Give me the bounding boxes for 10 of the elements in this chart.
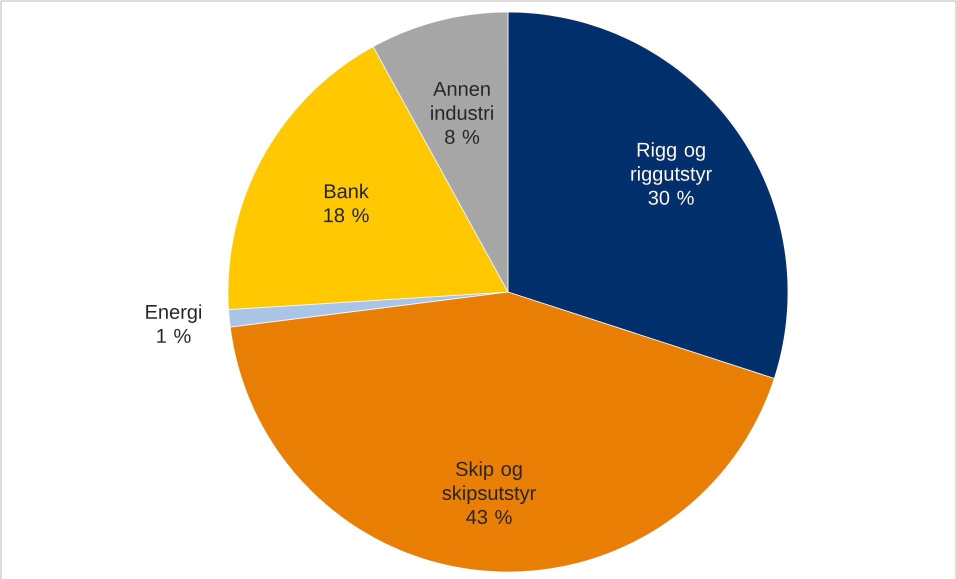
data-label: 30 % bbox=[648, 190, 694, 205]
slice-label: Bank bbox=[324, 184, 369, 198]
slice-label: Annen industri bbox=[431, 82, 493, 120]
slice-label: Rigg og riggutstyr bbox=[631, 142, 712, 185]
data-label: 18 % bbox=[324, 208, 369, 222]
data-label: 1 % bbox=[157, 328, 191, 343]
data-label: 43 % bbox=[466, 510, 512, 524]
data-label: 8 % bbox=[445, 130, 480, 144]
slice-label: Skip og skipsutstyr bbox=[442, 461, 536, 504]
slice-label: Energi bbox=[146, 304, 202, 323]
